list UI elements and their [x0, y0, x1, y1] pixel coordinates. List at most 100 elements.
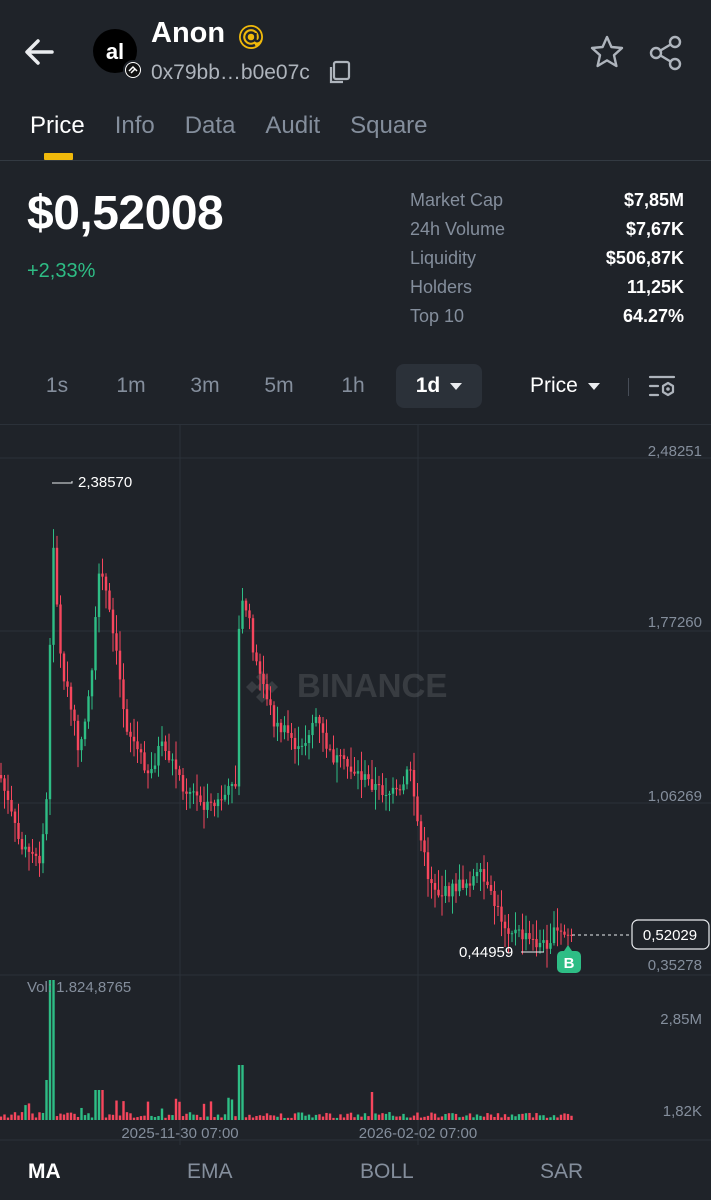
stat-label: Market Cap	[410, 190, 504, 210]
volume-bar	[447, 1113, 451, 1120]
candle-body	[199, 795, 202, 803]
candle-body	[255, 652, 258, 662]
price-axis-label: 1,77260	[648, 614, 702, 631]
volume-bar	[258, 1115, 262, 1120]
tab-info[interactable]: Info	[114, 112, 155, 139]
candle-body	[171, 759, 174, 761]
current-price-box	[631, 919, 710, 950]
volume-bar	[409, 1117, 412, 1120]
interval-1d[interactable]: 1d	[396, 364, 482, 408]
candle-body	[139, 749, 143, 753]
candle-body	[157, 746, 160, 766]
candle-body	[507, 928, 510, 934]
candle-body	[111, 609, 115, 634]
candle-body	[451, 883, 454, 897]
high-price-label: 2,38570	[78, 474, 132, 491]
interval-3m[interactable]: 3m	[190, 374, 220, 397]
candle-body	[202, 802, 206, 810]
candle-body	[73, 709, 76, 721]
candle-body	[500, 906, 503, 922]
candle-body	[493, 890, 496, 906]
candle-body	[346, 759, 349, 767]
tab-data[interactable]: Data	[184, 112, 236, 139]
candle-body	[363, 774, 367, 780]
candle-body	[325, 732, 328, 749]
indicator-sar[interactable]: SAR	[540, 1160, 584, 1183]
candlestick-chart[interactable]: BINANCE 2,48251 1,77260 1,06269 0,35278 …	[0, 425, 711, 1145]
volume-bar	[384, 1113, 388, 1120]
candle-body	[290, 732, 293, 738]
candle-body	[10, 799, 13, 812]
share-icon[interactable]	[647, 34, 685, 72]
indicator-tabs: MA EMA BOLL SAR	[0, 1144, 711, 1200]
candle-body	[388, 793, 391, 796]
volume-bar	[332, 1117, 335, 1120]
candle-body	[496, 905, 500, 907]
candle-body	[20, 838, 24, 850]
candle-body	[216, 799, 220, 807]
candle-body	[6, 790, 10, 800]
candle-body	[374, 784, 377, 790]
candle-body	[55, 547, 59, 605]
indicator-ma[interactable]: MA	[28, 1160, 61, 1183]
indicator-ema[interactable]: EMA	[187, 1160, 233, 1183]
volume-bar	[185, 1113, 188, 1120]
copy-icon[interactable]	[326, 60, 352, 86]
volume-bar	[150, 1115, 153, 1120]
interval-1m[interactable]: 1m	[116, 374, 146, 397]
star-icon[interactable]	[589, 34, 625, 70]
volume-bar	[493, 1116, 496, 1120]
candle-body	[230, 783, 234, 787]
stat-value: $506,87K	[605, 248, 684, 268]
candle-body	[304, 743, 307, 746]
candle-body	[286, 725, 290, 733]
candle-body	[367, 774, 370, 780]
tab-square[interactable]: Square	[350, 112, 428, 139]
indicator-boll[interactable]: BOLL	[360, 1160, 414, 1183]
candle-body	[279, 722, 283, 733]
candle-body	[556, 927, 559, 931]
interval-1h[interactable]: 1h	[341, 374, 365, 397]
back-button[interactable]	[20, 32, 60, 72]
volume-bar	[125, 1112, 129, 1120]
candle-body	[342, 755, 346, 760]
candle-body	[353, 771, 356, 774]
volume-bar	[433, 1113, 437, 1120]
candle-body	[300, 745, 304, 747]
candle-body	[83, 721, 87, 740]
volume-bar	[517, 1114, 521, 1120]
volume-bar	[451, 1113, 454, 1120]
volume-bar	[416, 1112, 419, 1120]
tab-audit[interactable]: Audit	[265, 112, 321, 139]
volume-bar	[178, 1101, 181, 1120]
volume-bar	[3, 1114, 6, 1120]
volume-bar	[507, 1116, 510, 1120]
volume-bar	[255, 1116, 258, 1120]
at-sign-icon[interactable]	[237, 23, 265, 51]
interval-1s[interactable]: 1s	[45, 374, 69, 397]
stat-volume: 24h Volume $7,67K	[410, 215, 684, 244]
volume-bar	[367, 1116, 370, 1120]
volume-bar	[496, 1113, 500, 1120]
volume-bar	[458, 1117, 461, 1120]
volume-axis-label: 2,85M	[660, 1011, 702, 1028]
candle-body	[223, 794, 227, 800]
chart-settings-icon[interactable]	[648, 374, 678, 400]
candle-body	[234, 783, 237, 787]
volume-bar	[276, 1116, 279, 1120]
token-name: Anon	[151, 17, 226, 49]
candle-body	[283, 725, 286, 733]
candle-body	[542, 940, 545, 943]
volume-bar	[10, 1114, 13, 1120]
tab-price[interactable]: Price	[30, 112, 85, 139]
candle-body	[41, 834, 45, 864]
interval-5m[interactable]: 5m	[264, 374, 294, 397]
candle-body	[472, 876, 475, 886]
volume-bar	[101, 1090, 104, 1120]
volume-bar	[265, 1113, 269, 1120]
candle-body	[38, 855, 41, 864]
volume-bar	[538, 1115, 542, 1120]
volume-bar	[318, 1114, 321, 1120]
price-type-dropdown[interactable]: Price	[530, 374, 600, 398]
candle-body	[237, 628, 241, 787]
